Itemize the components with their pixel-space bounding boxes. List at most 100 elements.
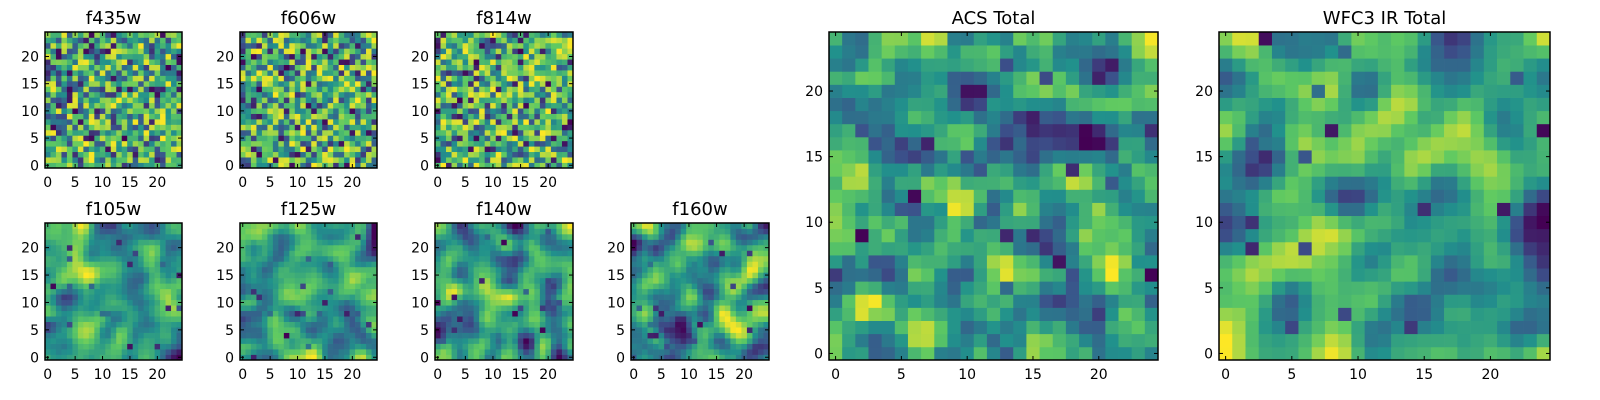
heatmap-cell: [479, 255, 486, 262]
heatmap-cell: [322, 272, 329, 279]
heatmap-cell: [77, 91, 84, 98]
heatmap-cell: [143, 135, 150, 142]
heatmap-cell: [735, 266, 742, 273]
heatmap-cell: [338, 332, 345, 339]
heatmap-cell: [517, 277, 524, 284]
heatmap-cell: [278, 113, 285, 120]
heatmap-cell: [261, 354, 268, 361]
heatmap-cell: [77, 310, 84, 317]
heatmap-cell: [338, 37, 345, 44]
heatmap-cell: [94, 239, 101, 246]
heatmap-cell: [250, 349, 257, 355]
heatmap-cell: [245, 310, 252, 317]
heatmap-cell: [371, 146, 378, 153]
heatmap-cell: [283, 277, 290, 284]
heatmap-cell: [250, 338, 257, 344]
heatmap-cell: [440, 64, 447, 71]
heatmap-cell: [316, 261, 323, 268]
heatmap-cell: [697, 244, 704, 251]
heatmap-cell: [366, 146, 372, 153]
heatmap-cell: [366, 75, 372, 82]
heatmap-cell: [154, 42, 161, 49]
heatmap-cell: [305, 305, 312, 312]
heatmap-cell: [311, 223, 318, 229]
heatmap-cell: [973, 294, 988, 308]
heatmap-cell: [647, 239, 654, 246]
heatmap-cell: [490, 316, 497, 322]
heatmap-cell: [322, 316, 329, 322]
heatmap-cell: [451, 129, 458, 136]
heatmap-cell: [132, 223, 139, 229]
heatmap-cell: [451, 119, 458, 125]
heatmap-cell: [462, 91, 469, 98]
heatmap-cell: [272, 151, 279, 158]
heatmap-cell: [138, 48, 144, 55]
heatmap-cell: [517, 124, 524, 131]
heatmap-cell: [881, 228, 896, 243]
heatmap-cell: [116, 124, 123, 131]
heatmap-cell: [1000, 202, 1014, 217]
heatmap-cell: [154, 75, 161, 82]
heatmap-cell: [77, 146, 84, 153]
heatmap-cell: [55, 140, 62, 147]
heatmap-cell: [512, 261, 519, 268]
heatmap-cell: [165, 310, 172, 317]
heatmap-cell: [506, 316, 513, 322]
heatmap-cell: [517, 244, 524, 251]
heatmap-cell: [171, 310, 177, 317]
heatmap-cell: [642, 327, 648, 333]
heatmap-cell: [490, 233, 497, 240]
heatmap-cell: [556, 86, 563, 93]
heatmap-cell: [894, 307, 909, 321]
heatmap-cell: [479, 37, 486, 44]
heatmap-cell: [121, 48, 128, 55]
heatmap-cell: [528, 250, 535, 257]
heatmap-cell: [94, 316, 101, 322]
heatmap-cell: [127, 119, 134, 125]
heatmap-cell: [1013, 268, 1027, 282]
heatmap-cell: [154, 37, 161, 44]
heatmap-cell: [143, 299, 150, 306]
heatmap-cell: [561, 349, 568, 355]
heatmap-cell: [366, 316, 372, 322]
heatmap-cell: [868, 294, 882, 308]
heatmap-cell: [110, 151, 117, 158]
heatmap-cell: [440, 113, 447, 120]
heatmap-cell: [752, 228, 759, 235]
heatmap-cell: [539, 151, 546, 158]
heatmap-cell: [1144, 189, 1159, 203]
heatmap-cell: [94, 146, 101, 153]
heatmap-cell: [99, 310, 106, 317]
heatmap-cell: [752, 261, 759, 268]
heatmap-cell: [322, 261, 329, 268]
heatmap-cell: [468, 305, 474, 312]
heatmap-cell: [523, 250, 530, 257]
heatmap-cell: [283, 343, 290, 350]
heatmap-cell: [556, 97, 563, 104]
heatmap-cell: [1000, 255, 1014, 269]
heatmap-cell: [349, 349, 356, 355]
heatmap-cell: [495, 162, 502, 169]
heatmap-cell: [468, 135, 474, 142]
heatmap-cell: [451, 343, 458, 350]
heatmap-cell: [528, 261, 535, 268]
heatmap-cell: [55, 255, 62, 262]
heatmap-cell: [881, 320, 896, 335]
heatmap-cell: [338, 157, 345, 163]
heatmap-cell: [121, 266, 128, 273]
heatmap-cell: [105, 250, 112, 257]
heatmap-cell: [360, 124, 367, 131]
heatmap-cell: [495, 250, 502, 257]
heatmap-cell: [289, 343, 296, 350]
heatmap-cell: [349, 283, 356, 290]
heatmap-cell: [143, 108, 150, 114]
heatmap-cell: [289, 64, 296, 71]
heatmap-cell: [88, 157, 95, 163]
heatmap-cell: [355, 272, 361, 279]
heatmap-cells: [631, 223, 770, 361]
x-tick-label: 0: [238, 367, 247, 383]
heatmap-cell: [278, 294, 285, 301]
heatmap-cell: [366, 64, 372, 71]
heatmap-cell: [261, 102, 268, 109]
heatmap-cell: [327, 321, 334, 328]
